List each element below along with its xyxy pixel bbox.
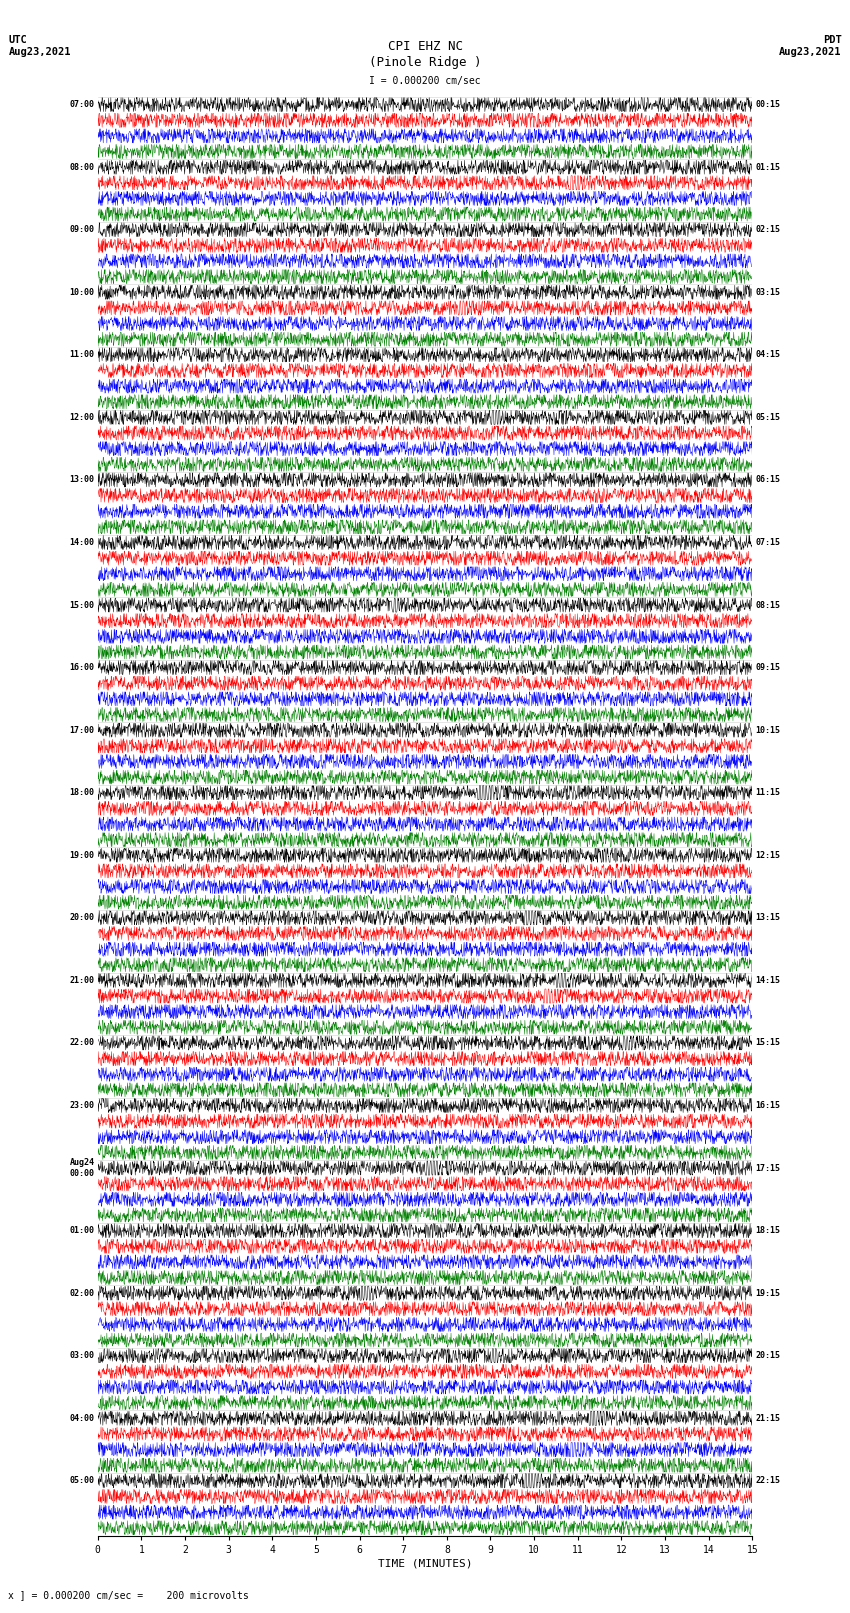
Text: 20:00: 20:00 (70, 913, 94, 923)
Text: 18:15: 18:15 (756, 1226, 780, 1236)
Text: 08:15: 08:15 (756, 600, 780, 610)
Text: 21:15: 21:15 (756, 1413, 780, 1423)
Text: 14:15: 14:15 (756, 976, 780, 986)
Text: 09:00: 09:00 (70, 226, 94, 234)
Text: CPI EHZ NC: CPI EHZ NC (388, 40, 462, 53)
Text: 11:15: 11:15 (756, 789, 780, 797)
Text: 05:00: 05:00 (70, 1476, 94, 1486)
Text: 15:15: 15:15 (756, 1039, 780, 1047)
Text: 22:15: 22:15 (756, 1476, 780, 1486)
Text: 17:15: 17:15 (756, 1163, 780, 1173)
Text: 08:00: 08:00 (70, 163, 94, 171)
Text: 19:15: 19:15 (756, 1289, 780, 1298)
Text: 18:00: 18:00 (70, 789, 94, 797)
Text: 04:15: 04:15 (756, 350, 780, 360)
Text: 13:15: 13:15 (756, 913, 780, 923)
Text: 07:15: 07:15 (756, 539, 780, 547)
Text: 16:00: 16:00 (70, 663, 94, 673)
X-axis label: TIME (MINUTES): TIME (MINUTES) (377, 1558, 473, 1569)
Text: 23:00: 23:00 (70, 1102, 94, 1110)
Text: Aug24
00:00: Aug24 00:00 (70, 1158, 94, 1177)
Text: 02:00: 02:00 (70, 1289, 94, 1298)
Text: 13:00: 13:00 (70, 476, 94, 484)
Text: 05:15: 05:15 (756, 413, 780, 423)
Text: 17:00: 17:00 (70, 726, 94, 734)
Text: PDT
Aug23,2021: PDT Aug23,2021 (779, 35, 842, 56)
Text: (Pinole Ridge ): (Pinole Ridge ) (369, 56, 481, 69)
Text: 04:00: 04:00 (70, 1413, 94, 1423)
Text: 20:15: 20:15 (756, 1352, 780, 1360)
Text: 10:00: 10:00 (70, 287, 94, 297)
Text: I = 0.000200 cm/sec: I = 0.000200 cm/sec (369, 76, 481, 85)
Text: 07:00: 07:00 (70, 100, 94, 110)
Text: 09:15: 09:15 (756, 663, 780, 673)
Text: x ] = 0.000200 cm/sec =    200 microvolts: x ] = 0.000200 cm/sec = 200 microvolts (8, 1590, 249, 1600)
Text: UTC
Aug23,2021: UTC Aug23,2021 (8, 35, 71, 56)
Text: 12:15: 12:15 (756, 850, 780, 860)
Text: 03:00: 03:00 (70, 1352, 94, 1360)
Text: 11:00: 11:00 (70, 350, 94, 360)
Text: 06:15: 06:15 (756, 476, 780, 484)
Text: 19:00: 19:00 (70, 850, 94, 860)
Text: 02:15: 02:15 (756, 226, 780, 234)
Text: 12:00: 12:00 (70, 413, 94, 423)
Text: 16:15: 16:15 (756, 1102, 780, 1110)
Text: 15:00: 15:00 (70, 600, 94, 610)
Text: 00:15: 00:15 (756, 100, 780, 110)
Text: 01:00: 01:00 (70, 1226, 94, 1236)
Text: 21:00: 21:00 (70, 976, 94, 986)
Text: 10:15: 10:15 (756, 726, 780, 734)
Text: 01:15: 01:15 (756, 163, 780, 171)
Text: 14:00: 14:00 (70, 539, 94, 547)
Text: 22:00: 22:00 (70, 1039, 94, 1047)
Text: 03:15: 03:15 (756, 287, 780, 297)
